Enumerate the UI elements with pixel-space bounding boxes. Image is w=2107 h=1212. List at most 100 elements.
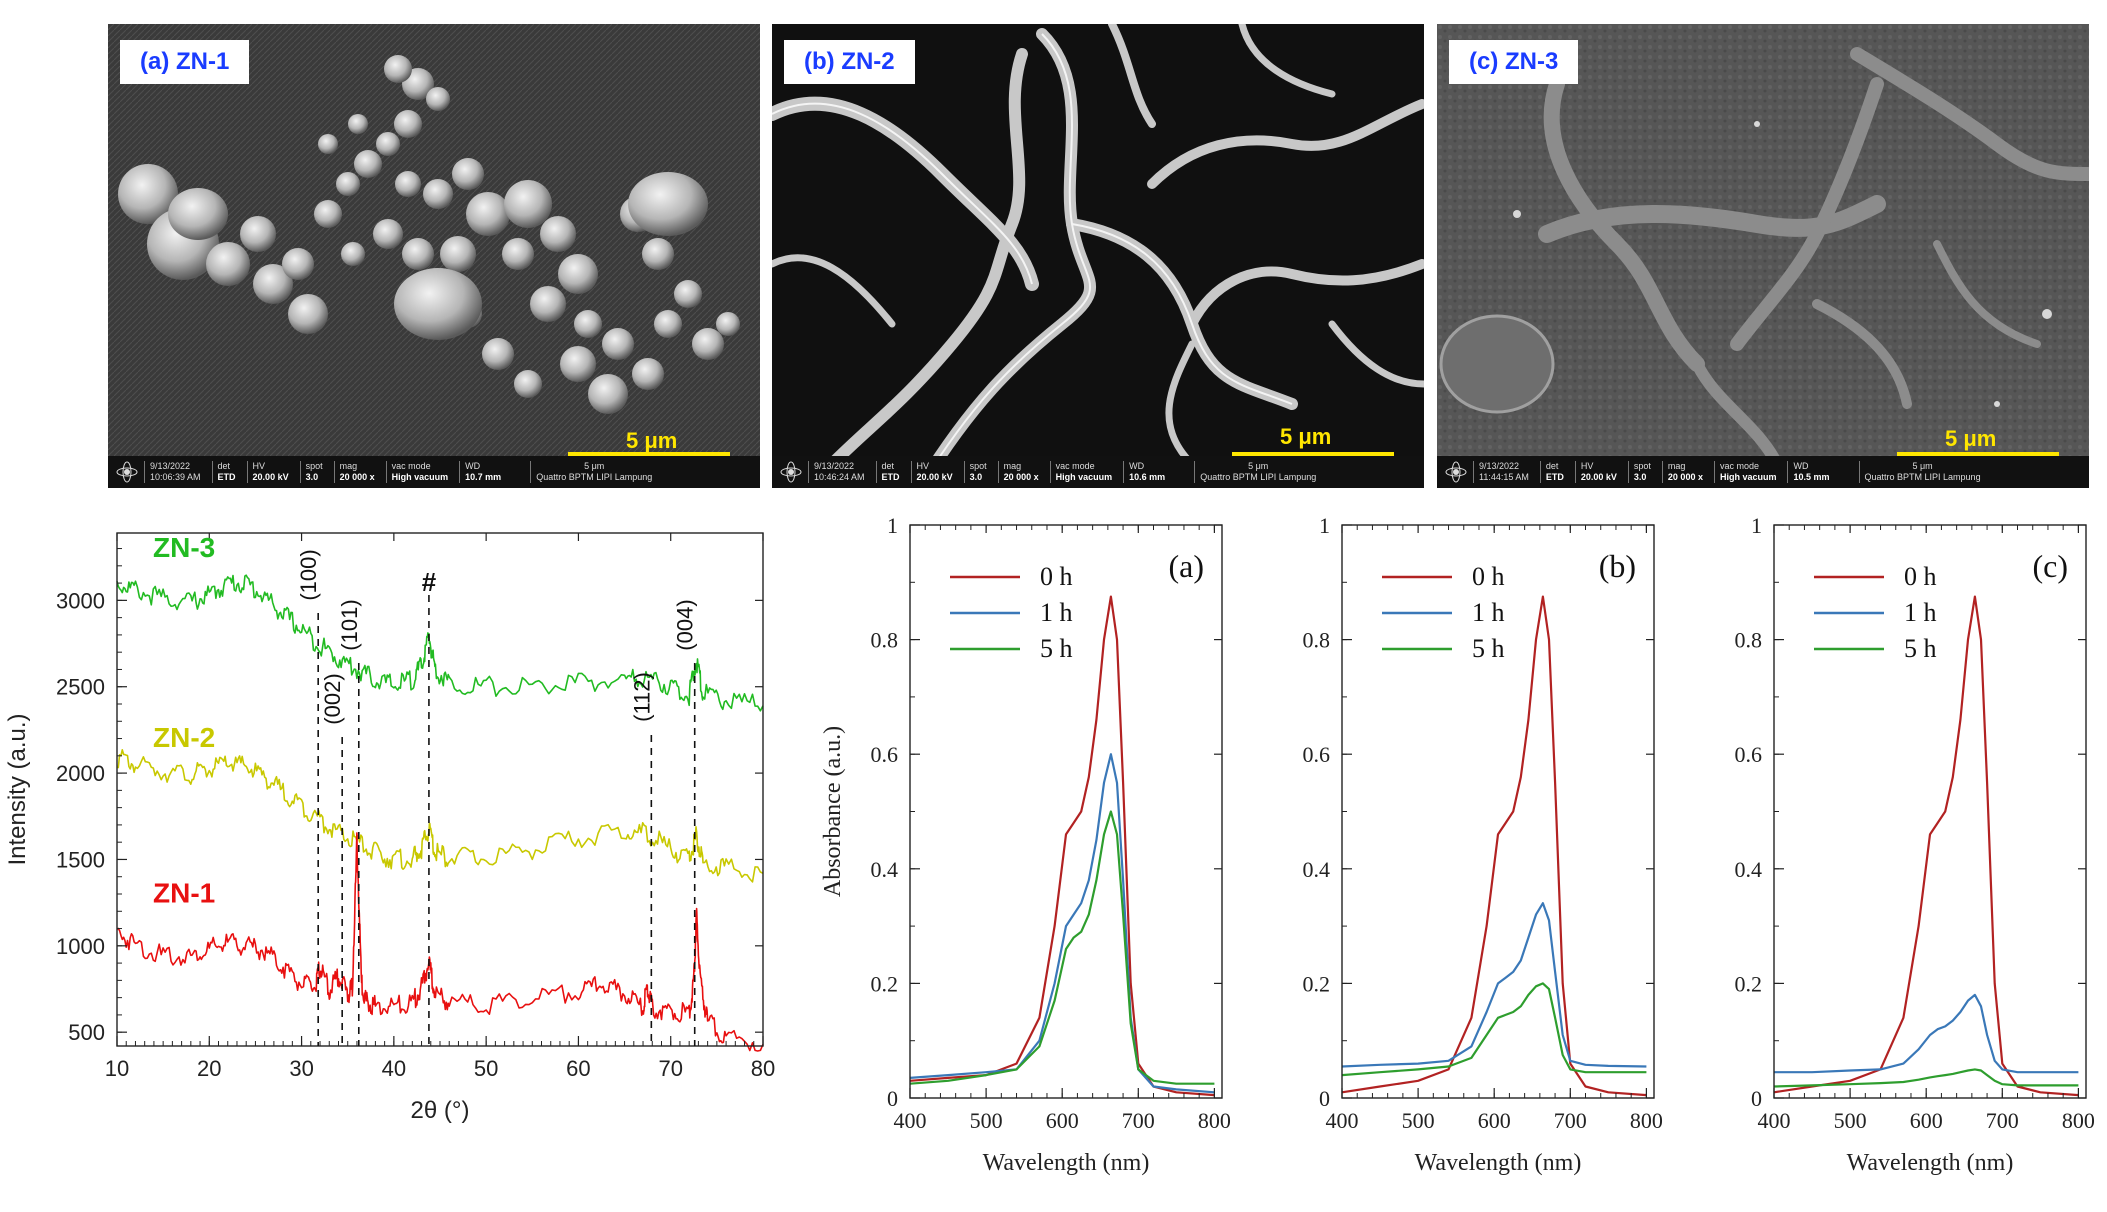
- y-axis-label: Intensity (a.u.): [4, 713, 31, 865]
- x-tick-label: 20: [197, 1056, 221, 1081]
- x-tick-label: 50: [474, 1056, 498, 1081]
- fei-logo-icon: [780, 461, 802, 483]
- sem-label-a: (a) ZN-1: [120, 40, 250, 84]
- x-tick-label: 700: [1122, 1108, 1155, 1133]
- x-tick-label: 600: [1046, 1108, 1079, 1133]
- x-tick-label: 800: [1630, 1108, 1663, 1133]
- y-tick-label: 0.8: [871, 628, 899, 653]
- sem-image-b: [772, 24, 1424, 488]
- databar-wd: WD 10.5 mm: [1787, 461, 1834, 483]
- sem-panel-a: (a) ZN-1 5 μm 9/13/2022 10:06:39 AM det ET…: [108, 24, 760, 488]
- x-tick-label: 700: [1986, 1108, 2019, 1133]
- sem-databar-b: 9/13/2022 10:46:24 AM det ETD HV 20.00 kV s…: [772, 456, 1424, 488]
- x-tick-label: 600: [1478, 1108, 1511, 1133]
- sem-databar-c: 9/13/2022 11:44:15 AM det ETD HV 20.00 kV s…: [1437, 456, 2089, 488]
- legend-entry: 5 h: [1472, 634, 1505, 663]
- series-line-ZN-2: [117, 749, 764, 883]
- y-tick-label: 0.6: [1303, 742, 1331, 767]
- x-tick-label: 40: [382, 1056, 406, 1081]
- x-tick-label: 700: [1554, 1108, 1587, 1133]
- y-tick-label: 1: [1751, 513, 1762, 538]
- sem-image-c: [1437, 24, 2089, 488]
- databar-date: 9/13/2022 10:06:39 AM: [144, 461, 206, 483]
- x-tick-label: 800: [1198, 1108, 1231, 1133]
- chart-2: 400 500 600 700 800 0 0.2 0.4 0.6 0.8 1 Wavelength …: [1303, 513, 1663, 1176]
- y-tick-label: 0: [1319, 1086, 1330, 1111]
- series-line-1-h: [1341, 902, 1647, 1068]
- y-tick-label: 0.4: [1735, 857, 1763, 882]
- scale-text-a: 5 μm: [626, 428, 678, 453]
- plot-frame: [116, 532, 764, 1047]
- peak-annotation: (101): [337, 599, 362, 650]
- databar-spot: spot 3.0: [1627, 461, 1656, 483]
- databar-spot: spot 3.0: [299, 461, 328, 483]
- scale-text-b: 5 μm: [1280, 424, 1332, 449]
- sem-label-c: (c) ZN-3: [1449, 40, 1579, 84]
- sem-image-a: [108, 24, 760, 488]
- panel-label: (a): [1168, 548, 1204, 584]
- y-tick-label: 1000: [56, 934, 105, 959]
- legend-entry: 1 h: [1040, 598, 1073, 627]
- y-tick-label: 0: [887, 1086, 898, 1111]
- series-label-ZN-2: ZN-2: [153, 722, 215, 753]
- databar-date: 9/13/2022 10:46:24 AM: [808, 461, 870, 483]
- databar-vac: vac mode High vacuum: [1713, 461, 1782, 483]
- y-tick-label: 0.6: [1735, 742, 1763, 767]
- legend-entry: 5 h: [1040, 634, 1073, 663]
- databar-hv: HV 20.00 kV: [246, 461, 294, 483]
- databar-vac: vac mode High vacuum: [1049, 461, 1118, 483]
- panel-label: (b): [1599, 548, 1636, 584]
- databar-hv: HV 20.00 kV: [1574, 461, 1622, 483]
- x-tick-label: 30: [289, 1056, 313, 1081]
- y-tick-label: 0.4: [871, 857, 899, 882]
- databar-vac: vac mode High vacuum: [385, 461, 454, 483]
- y-tick-label: 0: [1751, 1086, 1762, 1111]
- x-axis-label: 2θ (°): [411, 1097, 470, 1124]
- series-line-5-h: [1773, 1068, 2079, 1088]
- panel-label: (c): [2032, 548, 2068, 584]
- fei-logo-icon: [1445, 461, 1467, 483]
- sem-panel-c: (c) ZN-3 5 μm 9/13/2022 11:44:15 AM det ET…: [1437, 24, 2089, 488]
- x-tick-label: 600: [1910, 1108, 1943, 1133]
- legend-entry: 1 h: [1472, 598, 1505, 627]
- legend-entry: 0 h: [1040, 562, 1073, 591]
- peak-annotation: (002): [320, 673, 345, 724]
- scale-bar-c: [1897, 452, 2059, 458]
- x-tick-label: 500: [1834, 1108, 1867, 1133]
- y-tick-label: 0.8: [1303, 628, 1331, 653]
- y-tick-label: 0.2: [1303, 971, 1331, 996]
- x-tick-label: 500: [970, 1108, 1003, 1133]
- x-tick-label: 10: [105, 1056, 129, 1081]
- chart-1: 400 500 600 700 800 0 0.2 0.4 0.6 0.8 1 Wavelength …: [820, 513, 1231, 1176]
- legend-entry: 0 h: [1904, 562, 1937, 591]
- scale-text-c: 5 μm: [1945, 426, 1997, 451]
- sem-panel-b: (b) ZN-2 5 μm 9/13/2022 10:46:24 AM det ET…: [772, 24, 1424, 488]
- legend-entry: 1 h: [1904, 598, 1937, 627]
- y-tick-label: 1: [1319, 513, 1330, 538]
- x-tick-label: 400: [894, 1108, 927, 1133]
- y-axis-label: Absorbance (a.u.): [820, 726, 846, 897]
- y-tick-label: 3000: [56, 588, 105, 613]
- sem-label-b: (b) ZN-2: [784, 40, 915, 84]
- y-tick-label: 0.4: [1303, 857, 1331, 882]
- databar-wd: WD 10.6 mm: [1123, 461, 1170, 483]
- x-axis-label: Wavelength (nm): [1847, 1150, 2014, 1176]
- series-line-0-h: [909, 595, 1215, 1097]
- y-tick-label: 2500: [56, 675, 105, 700]
- series-line-5-h: [1341, 982, 1647, 1077]
- peak-annotation: (100): [296, 549, 321, 600]
- legend-entry: 5 h: [1904, 634, 1937, 663]
- x-axis-label: Wavelength (nm): [983, 1150, 1150, 1176]
- x-tick-label: 800: [2062, 1108, 2095, 1133]
- peak-annotation: #: [422, 567, 437, 597]
- databar-det: det ETD: [211, 461, 241, 483]
- x-tick-label: 500: [1402, 1108, 1435, 1133]
- databar-spot: spot 3.0: [963, 461, 992, 483]
- charts-area: 10 20 30 40 50 60 70 80500100015002000250030002…: [4, 513, 2095, 1176]
- x-tick-label: 400: [1758, 1108, 1791, 1133]
- series-line-ZN-3: [116, 574, 764, 712]
- x-tick-label: 80: [751, 1056, 775, 1081]
- series-line-1-h: [1774, 993, 2079, 1074]
- databar-facility: 5 μm Quattro BPTM LIPI Lampung: [530, 461, 657, 483]
- series-line-5-h: [909, 810, 1215, 1085]
